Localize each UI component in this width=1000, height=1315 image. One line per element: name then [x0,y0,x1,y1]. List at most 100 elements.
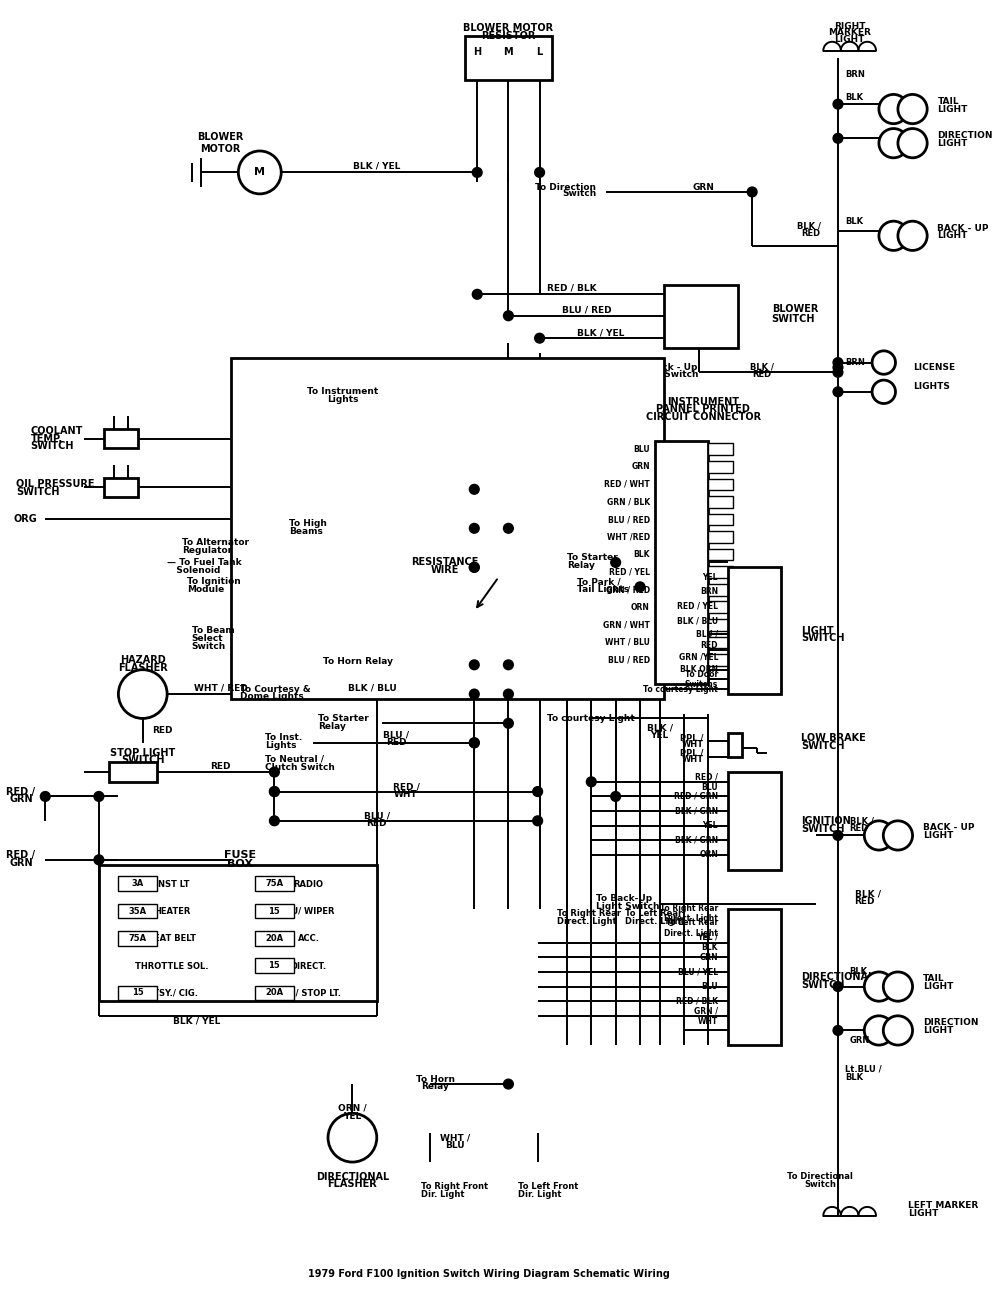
Text: THROTTLE SOL.: THROTTLE SOL. [135,961,209,970]
Circle shape [270,767,279,777]
Text: M: M [504,47,513,58]
Text: To Courtesy &: To Courtesy & [240,685,311,694]
Bar [118,931,157,945]
Text: BLK: BLK [845,1073,863,1082]
Bar [708,584,733,596]
Text: To Beam: To Beam [192,626,234,635]
Text: LIGHT: LIGHT [923,831,953,840]
Text: BLU /: BLU / [696,629,718,638]
Text: 15: 15 [269,961,280,970]
Text: To Park /: To Park / [577,577,620,586]
Text: Light Switch: Light Switch [596,902,660,911]
Circle shape [472,167,482,178]
Text: To Left Rear: To Left Rear [625,909,683,918]
Text: DIRECTIONAL: DIRECTIONAL [801,972,874,982]
Circle shape [883,821,913,849]
Circle shape [504,1080,513,1089]
Text: SWITCH: SWITCH [801,980,844,990]
Text: SWITCH: SWITCH [121,755,165,765]
Text: CTSY./ CIG.: CTSY./ CIG. [147,989,198,998]
Text: Relay: Relay [421,1082,449,1091]
Text: Select: Select [192,634,223,643]
Circle shape [833,363,843,372]
Text: To courtesy Light: To courtesy Light [643,685,718,694]
Circle shape [535,167,544,178]
Text: FLASHER: FLASHER [118,663,168,673]
Bar [231,358,664,700]
Text: TEMP.: TEMP. [31,434,63,443]
Bar [118,986,157,1001]
Text: LICENSE: LICENSE [913,363,955,372]
Circle shape [586,777,596,786]
Text: RIGHT: RIGHT [834,21,865,30]
Text: RED: RED [850,825,869,834]
Bar [708,531,733,543]
Bar [708,601,733,613]
Circle shape [883,972,913,1001]
Circle shape [833,358,843,367]
Text: LIGHT: LIGHT [908,1210,939,1218]
Text: FUSE: FUSE [224,849,256,860]
Text: GRN /
WHT: GRN / WHT [694,1006,718,1026]
Text: RED: RED [386,738,407,747]
Text: To Starter: To Starter [318,714,369,723]
Text: To Horn: To Horn [416,1074,455,1084]
Text: To Directional: To Directional [787,1172,853,1181]
Text: WHT: WHT [394,790,418,800]
Circle shape [469,563,479,572]
Text: To Back-Up: To Back-Up [596,894,652,903]
Text: BLK / YEL: BLK / YEL [353,162,400,170]
Text: RED: RED [367,819,387,828]
Text: DIRECTIONAL: DIRECTIONAL [316,1172,389,1182]
Text: Direct. Light: Direct. Light [625,917,685,926]
Text: PPL /: PPL / [680,734,703,743]
Text: BACK - UP: BACK - UP [937,224,989,233]
Bar [255,903,294,918]
Text: 15: 15 [132,989,144,997]
Text: YEL /
BLK: YEL / BLK [697,934,718,952]
Text: BLK /: BLK / [750,363,774,372]
Text: INST LT: INST LT [155,880,189,889]
Text: IGNITION: IGNITION [801,815,851,826]
Circle shape [94,855,104,865]
Circle shape [883,1015,913,1045]
Circle shape [833,133,843,143]
Text: BLK /: BLK / [855,889,881,898]
Text: RED: RED [153,726,173,735]
Circle shape [879,221,908,250]
Circle shape [872,351,895,375]
Bar [708,619,733,631]
Text: TAIL: TAIL [937,97,959,105]
Text: To Horn Relay: To Horn Relay [323,658,393,667]
Text: FLASHER: FLASHER [328,1180,377,1190]
Text: STOP LIGHT: STOP LIGHT [110,747,175,757]
Text: BLK: BLK [845,93,863,101]
Bar [255,959,294,973]
Text: BLU /: BLU / [383,731,409,739]
Text: To courtesy Light: To courtesy Light [547,714,635,723]
Circle shape [611,558,621,567]
Bar [708,548,733,560]
Circle shape [533,786,543,797]
Text: H: H [473,47,481,58]
Text: To Left Front: To Left Front [518,1182,579,1191]
Bar [708,479,733,490]
Circle shape [469,738,479,748]
Bar [708,567,733,579]
Circle shape [118,669,167,718]
Text: ACC.: ACC. [298,934,320,943]
Text: RADIO: RADIO [294,880,324,889]
Bar [708,514,733,526]
Text: 75A: 75A [265,880,283,888]
Text: WHT: WHT [681,755,703,764]
Text: LIGHT: LIGHT [834,36,865,45]
Text: To Door
Switchs: To Door Switchs [685,669,718,689]
Text: LIGHT: LIGHT [937,105,968,113]
Text: BLU: BLU [633,444,650,454]
Bar [99,865,377,1001]
Text: Tail Lights: Tail Lights [577,585,629,594]
Text: 35A: 35A [129,906,147,915]
Text: BLU / RED: BLU / RED [608,655,650,664]
Bar [118,876,157,892]
Text: WIRE: WIRE [431,565,459,575]
